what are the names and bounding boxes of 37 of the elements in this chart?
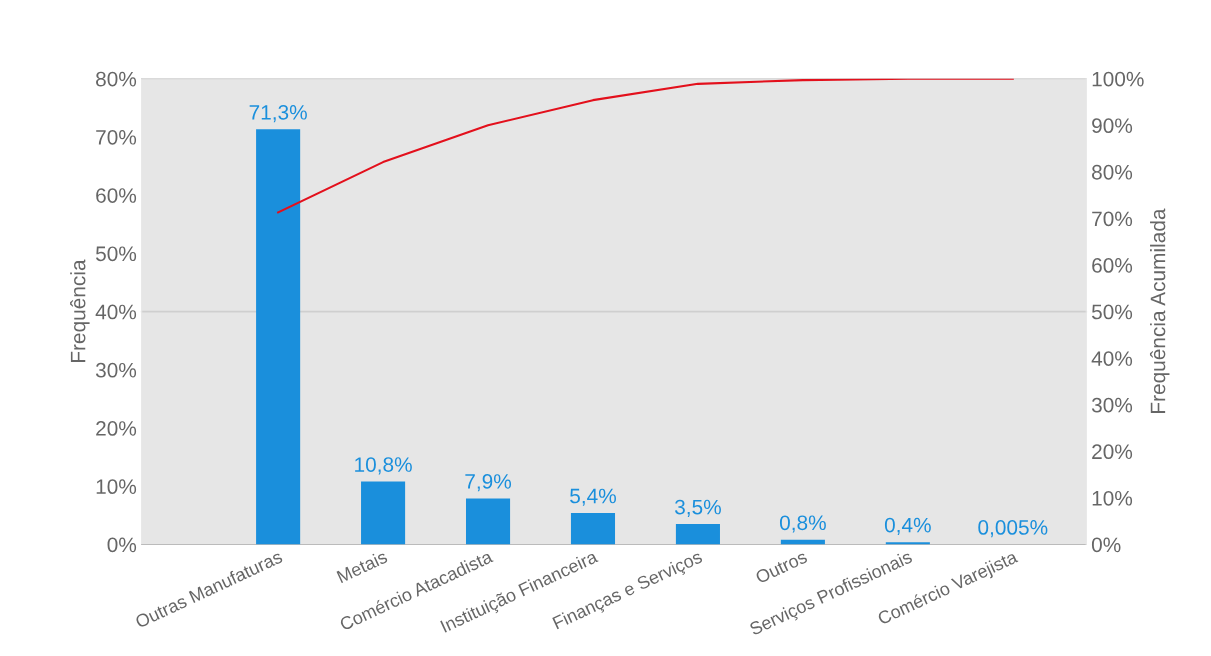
data-label: 3,5% xyxy=(674,499,721,517)
data-label: 0,005% xyxy=(978,520,1048,538)
y2-tick-label: 80% xyxy=(1092,164,1133,180)
data-label: 71,3% xyxy=(249,104,307,123)
y-tick-label: 20% xyxy=(96,421,137,436)
y-tick-label: 70% xyxy=(96,129,137,145)
y2-tick-label: 0% xyxy=(1091,537,1121,553)
bar xyxy=(465,498,511,545)
y2-axis-title: Frequência Acumilada xyxy=(1149,208,1170,413)
y2-tick-label: 20% xyxy=(1092,444,1133,460)
data-label: 0,4% xyxy=(884,517,931,535)
data-label: 7,9% xyxy=(465,474,512,492)
y-tick-label: 50% xyxy=(95,246,137,262)
y2-tick-label: 30% xyxy=(1091,397,1133,413)
bar xyxy=(675,524,720,545)
x-tick-label: Metais xyxy=(336,549,389,584)
y-tick-label: 60% xyxy=(96,188,137,203)
data-label: 5,4% xyxy=(570,488,616,506)
y2-tick-label: 90% xyxy=(1092,118,1133,134)
bar xyxy=(570,513,616,545)
y-tick-label: 30% xyxy=(95,362,137,378)
y2-tick-label: 70% xyxy=(1092,211,1133,227)
y2-tick-label: 40% xyxy=(1091,351,1133,366)
y-tick-label: 10% xyxy=(96,479,137,495)
data-label: 0,8% xyxy=(779,515,826,533)
bar xyxy=(256,129,301,545)
data-label: 10,8% xyxy=(355,457,412,475)
x-tick-label: Outros xyxy=(754,550,808,584)
y-tick-label: 40% xyxy=(95,304,137,320)
y2-tick-label: 60% xyxy=(1092,258,1133,273)
bar xyxy=(361,481,406,545)
y-tick-label: 80% xyxy=(96,71,137,87)
y2-tick-label: 100% xyxy=(1092,71,1144,87)
y-axis-title: Frequência xyxy=(70,259,90,362)
y-tick-label: 0% xyxy=(107,537,137,553)
y2-tick-label: 10% xyxy=(1092,490,1133,506)
y2-tick-label: 50% xyxy=(1091,304,1133,320)
